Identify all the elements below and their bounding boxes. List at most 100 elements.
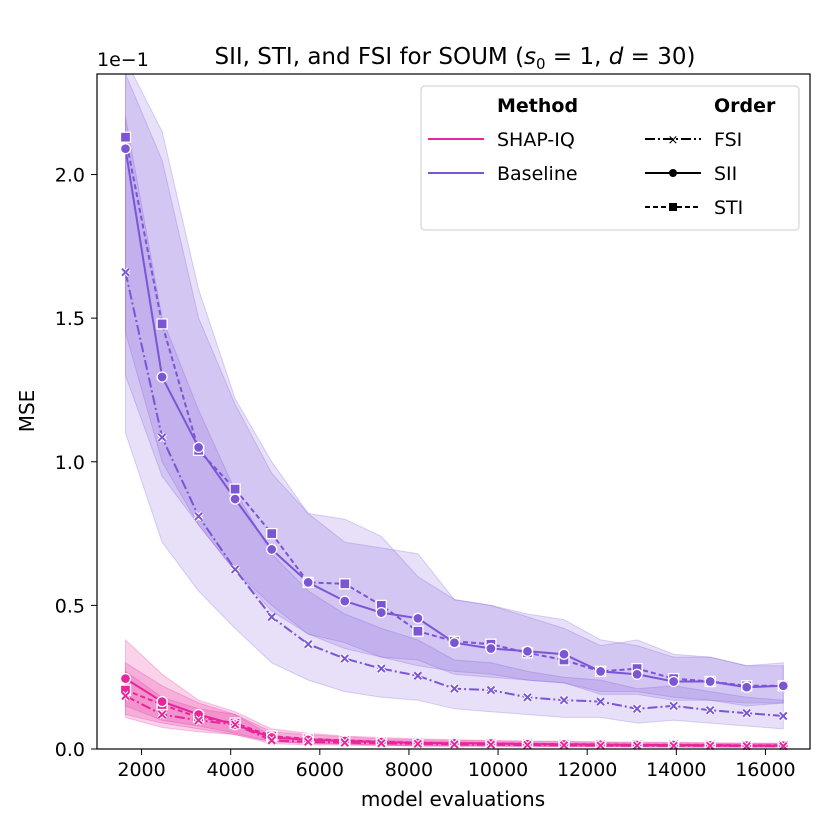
shap-iq-fsi-point-4-cross: [267, 736, 276, 745]
plot-frame: [96, 73, 811, 750]
legend-fsi-label: FSI: [714, 129, 742, 151]
baseline-fsi-point-7: [376, 663, 387, 674]
baseline-sii-point-0: [119, 143, 132, 155]
baseline-fsi-point-18: [778, 711, 789, 721]
baseline-sii-point-1: [156, 371, 168, 383]
legend-fsi-marker: ×: [668, 133, 679, 148]
baseline-fsi-point-14-cross: [632, 704, 642, 713]
baseline-fsi-band: [125, 117, 784, 730]
baseline-fsi-point-2: [193, 511, 204, 522]
baseline-sii-point-10: [485, 642, 497, 655]
baseline-sti-point-3: [229, 483, 241, 495]
baseline-sti-point-0: [119, 131, 132, 143]
baseline-sii-band: [125, 74, 784, 707]
shap-iq-fsi-point-2: [193, 715, 204, 726]
baseline-fsi-point-12-cross: [559, 695, 569, 705]
shap-iq-fsi-point-3-cross: [230, 720, 240, 729]
x-tick-label-16000: 16000: [735, 759, 795, 781]
shap-iq-fsi-point-10-cross: [486, 740, 496, 749]
baseline-fsi-point-13: [595, 696, 606, 707]
shap-iq-fsi-point-0: [120, 690, 131, 701]
baseline-fsi-point-8-cross: [413, 671, 423, 680]
baseline-fsi-point-4: [266, 611, 277, 622]
baseline-fsi-point-11: [522, 692, 533, 703]
shap-iq-fsi-point-8: [412, 738, 423, 749]
baseline-fsi-point-18-cross: [779, 711, 788, 721]
baseline-sii-point-17: [741, 681, 753, 693]
legend-sti-marker: [669, 203, 677, 211]
baseline-sii-point-18: [777, 680, 789, 692]
shap-iq-fsi-point-9: [449, 739, 460, 750]
baseline-fsi-point-15: [668, 701, 679, 711]
shap-iq-fsi-point-2-cross: [194, 716, 203, 725]
shap-iq-fsi-point-6: [339, 737, 350, 748]
baseline-fsi-point-6-cross: [340, 654, 349, 663]
shap-iq-fsi-point-5: [303, 736, 314, 747]
shap-iq-fsi-point-13-cross: [596, 741, 605, 750]
legend-sti-label: STI: [714, 197, 743, 219]
y-tick-label-0: 0.0: [55, 739, 85, 761]
y-scale-label: 1e−1: [97, 49, 149, 71]
legend-baseline-label: Baseline: [497, 163, 578, 185]
shap-iq-fsi-point-9-cross: [450, 740, 459, 749]
baseline-sti-band: [125, 74, 784, 704]
x-tick-label-2000: 2000: [117, 759, 165, 781]
shap-iq-fsi-point-11-cross: [523, 740, 532, 750]
baseline-fsi-point-6: [339, 653, 350, 664]
baseline-fsi-point-10: [486, 685, 496, 696]
shap-iq-fsi-point-6-cross: [340, 738, 349, 747]
baseline-sii-point-13: [594, 665, 607, 678]
baseline-sii-point-7: [375, 606, 387, 619]
shap-iq-fsi-point-8-cross: [413, 739, 423, 749]
baseline-fsi-point-5-cross: [304, 639, 313, 649]
shap-iq-fsi-point-7-cross: [377, 739, 386, 748]
baseline-fsi-point-13-cross: [596, 697, 605, 706]
baseline-fsi-point-15-cross: [669, 701, 678, 711]
series-markers: [119, 131, 789, 752]
shap-iq-sii-point-1: [156, 695, 168, 708]
x-tick-label-12000: 12000: [557, 759, 617, 781]
shap-iq-fsi-point-1: [157, 709, 167, 720]
legend: Method Order SHAP-IQ Baseline × FSI SII …: [420, 85, 800, 231]
baseline-fsi-point-7-cross: [377, 664, 386, 673]
baseline-fsi-point-10-cross: [486, 685, 496, 695]
baseline-sii-point-4: [266, 543, 278, 556]
baseline-sii-point-11: [521, 645, 534, 657]
legend-order-title: Order: [714, 95, 776, 117]
shap-iq-fsi-point-13: [595, 740, 606, 751]
shap-iq-fsi-point-7: [376, 738, 387, 749]
baseline-fsi-point-4-cross: [267, 612, 276, 622]
baseline-fsi-point-1-cross: [157, 433, 167, 442]
y-tick-label-1: 0.5: [55, 595, 85, 617]
baseline-fsi-point-2-cross: [194, 512, 203, 521]
legend-sii-label: SII: [714, 163, 737, 185]
x-tick-label-10000: 10000: [468, 759, 528, 781]
shap-iq-fsi-point-0-cross: [121, 691, 130, 701]
shap-iq-fsi-point-11: [522, 740, 533, 750]
baseline-sii-point-12: [558, 648, 570, 660]
baseline-sii-point-9: [448, 637, 461, 649]
shap-iq-fsi-point-10: [486, 739, 496, 750]
baseline-fsi-point-14: [632, 703, 643, 714]
x-tick-label-4000: 4000: [207, 759, 255, 781]
y-tick-label-2: 1.0: [55, 452, 85, 474]
y-tick-label-4: 2.0: [55, 165, 85, 187]
baseline-sii-point-8: [412, 612, 424, 624]
shap-iq-fsi-point-4: [266, 735, 277, 746]
baseline-fsi-point-3: [230, 564, 241, 575]
legend-sii-marker: [669, 169, 677, 177]
baseline-fsi-point-8: [412, 670, 423, 681]
baseline-sii-point-6: [339, 595, 351, 607]
baseline-sii-point-2: [192, 441, 205, 454]
baseline-fsi-point-5: [303, 639, 314, 650]
shap-iq-fsi-point-3: [230, 719, 241, 730]
baseline-sii-point-15: [667, 675, 680, 688]
shap-iq-fsi-point-15: [668, 740, 679, 751]
baseline-sti-point-1: [156, 318, 168, 330]
shap-iq-fsi-point-12-cross: [559, 741, 569, 750]
legend-shapiq-label: SHAP-IQ: [497, 129, 575, 151]
shap-iq-sii-point-0: [119, 672, 132, 685]
baseline-fsi-point-11-cross: [523, 693, 532, 702]
baseline-sti-point-6: [339, 578, 351, 590]
